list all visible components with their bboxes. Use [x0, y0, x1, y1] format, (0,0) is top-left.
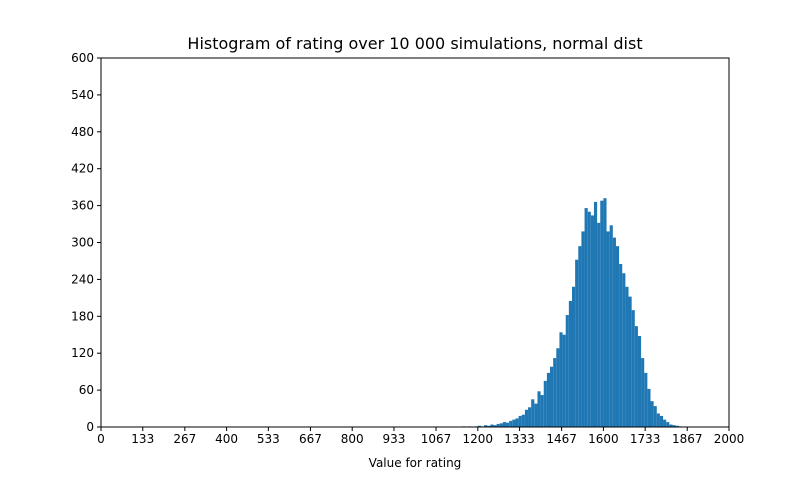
- histogram-bar: [606, 231, 610, 427]
- histogram-bar: [663, 419, 667, 427]
- histogram-bar: [675, 425, 679, 427]
- histogram-bar: [575, 259, 579, 427]
- x-axis-label: Value for rating: [369, 456, 462, 470]
- histogram-bar: [556, 348, 560, 427]
- histogram-bar: [641, 358, 645, 427]
- histogram-bar: [540, 395, 544, 427]
- histogram-bar: [637, 335, 642, 427]
- x-tick-label: 800: [341, 432, 364, 446]
- x-tick-label: 133: [131, 432, 154, 446]
- histogram-bar: [647, 388, 651, 427]
- x-tick-label: 667: [299, 432, 322, 446]
- histogram-bar: [603, 198, 607, 427]
- y-tick-label: 300: [71, 236, 94, 250]
- x-tick-label: 267: [173, 432, 196, 446]
- histogram-bar: [600, 200, 604, 427]
- histogram-bar: [477, 425, 481, 427]
- x-tick-label: 933: [383, 432, 406, 446]
- histogram-bar: [518, 415, 522, 427]
- histogram-bar: [612, 237, 616, 427]
- histogram-bar: [487, 425, 491, 427]
- x-tick-label: 533: [257, 432, 280, 446]
- histogram-bar: [659, 415, 664, 427]
- x-tick-label: 0: [97, 432, 105, 446]
- y-tick-label: 420: [71, 162, 94, 176]
- histogram-bar: [597, 222, 601, 427]
- histogram-bar: [581, 231, 585, 427]
- x-tick-label: 1600: [588, 432, 619, 446]
- bars-group: [462, 198, 682, 428]
- y-tick-label: 360: [71, 199, 94, 213]
- histogram-bar: [553, 358, 557, 427]
- histogram-bar: [499, 423, 503, 427]
- histogram-bar: [515, 418, 519, 427]
- x-tick-label: 1200: [463, 432, 494, 446]
- x-tick-label: 2000: [714, 432, 745, 446]
- histogram-bar: [546, 372, 551, 427]
- histogram-bar: [537, 391, 541, 427]
- histogram-bar: [666, 422, 670, 427]
- histogram-bar: [628, 296, 632, 427]
- histogram-bar: [559, 332, 563, 427]
- histogram-bar: [543, 380, 547, 428]
- y-tick-label: 180: [71, 309, 94, 323]
- chart-title: Histogram of rating over 10 000 simulati…: [187, 34, 642, 53]
- y-tick-label: 600: [71, 51, 94, 65]
- y-tick-label: 0: [86, 420, 94, 434]
- histogram-bar: [578, 246, 582, 427]
- histogram-bar: [609, 225, 613, 427]
- histogram-bar: [502, 422, 507, 427]
- histogram-bar: [531, 399, 535, 427]
- histogram-bar: [506, 422, 510, 427]
- x-tick-label: 400: [215, 432, 238, 446]
- histogram-bar: [568, 300, 572, 427]
- histogram-bar: [622, 273, 626, 427]
- y-tick-label: 60: [79, 383, 94, 397]
- histogram-bar: [593, 201, 598, 427]
- histogram-bar: [650, 401, 654, 427]
- x-tick-label: 1867: [672, 432, 703, 446]
- histogram-bar: [524, 409, 529, 427]
- y-tick-label: 540: [71, 88, 94, 102]
- x-axis-ticks: 0 133 267 400 533 667 800 933 1067 1200 1333 1467 16…: [97, 427, 744, 446]
- histogram-bar: [653, 406, 657, 427]
- histogram-bar: [631, 310, 635, 427]
- histogram-bar: [669, 424, 673, 427]
- y-tick-label: 240: [71, 272, 94, 286]
- histogram-bar: [672, 425, 676, 427]
- histogram-bar: [490, 424, 494, 427]
- histogram-bar: [528, 407, 532, 427]
- histogram-bar: [512, 419, 516, 427]
- histogram-bar: [584, 208, 588, 427]
- histogram-bar: [550, 366, 554, 427]
- histogram-bar: [644, 372, 648, 427]
- histogram-bar: [562, 334, 566, 427]
- histogram-bar: [496, 423, 500, 427]
- histogram-bar: [587, 211, 591, 427]
- histogram-bar: [521, 414, 525, 427]
- x-tick-label: 1333: [504, 432, 535, 446]
- histogram-bar: [484, 425, 488, 427]
- y-tick-label: 480: [71, 125, 94, 139]
- histogram-bar: [634, 326, 638, 427]
- histogram-bar: [625, 286, 629, 427]
- histogram-bar: [493, 425, 497, 427]
- histogram-bar: [534, 403, 538, 427]
- histogram-bar: [615, 246, 620, 427]
- histogram-bar: [619, 264, 623, 427]
- histogram-bar: [590, 215, 594, 427]
- x-tick-label: 1067: [421, 432, 452, 446]
- histogram-bar: [656, 413, 660, 427]
- y-axis-ticks: 0 60 120 180 240 300 360 420 480 540 600: [71, 51, 101, 434]
- y-tick-label: 120: [71, 346, 94, 360]
- x-tick-label: 1733: [630, 432, 661, 446]
- histogram-bar: [509, 420, 513, 427]
- histogram-bar: [565, 315, 569, 427]
- histogram-bar: [572, 286, 576, 427]
- x-tick-label: 1467: [546, 432, 577, 446]
